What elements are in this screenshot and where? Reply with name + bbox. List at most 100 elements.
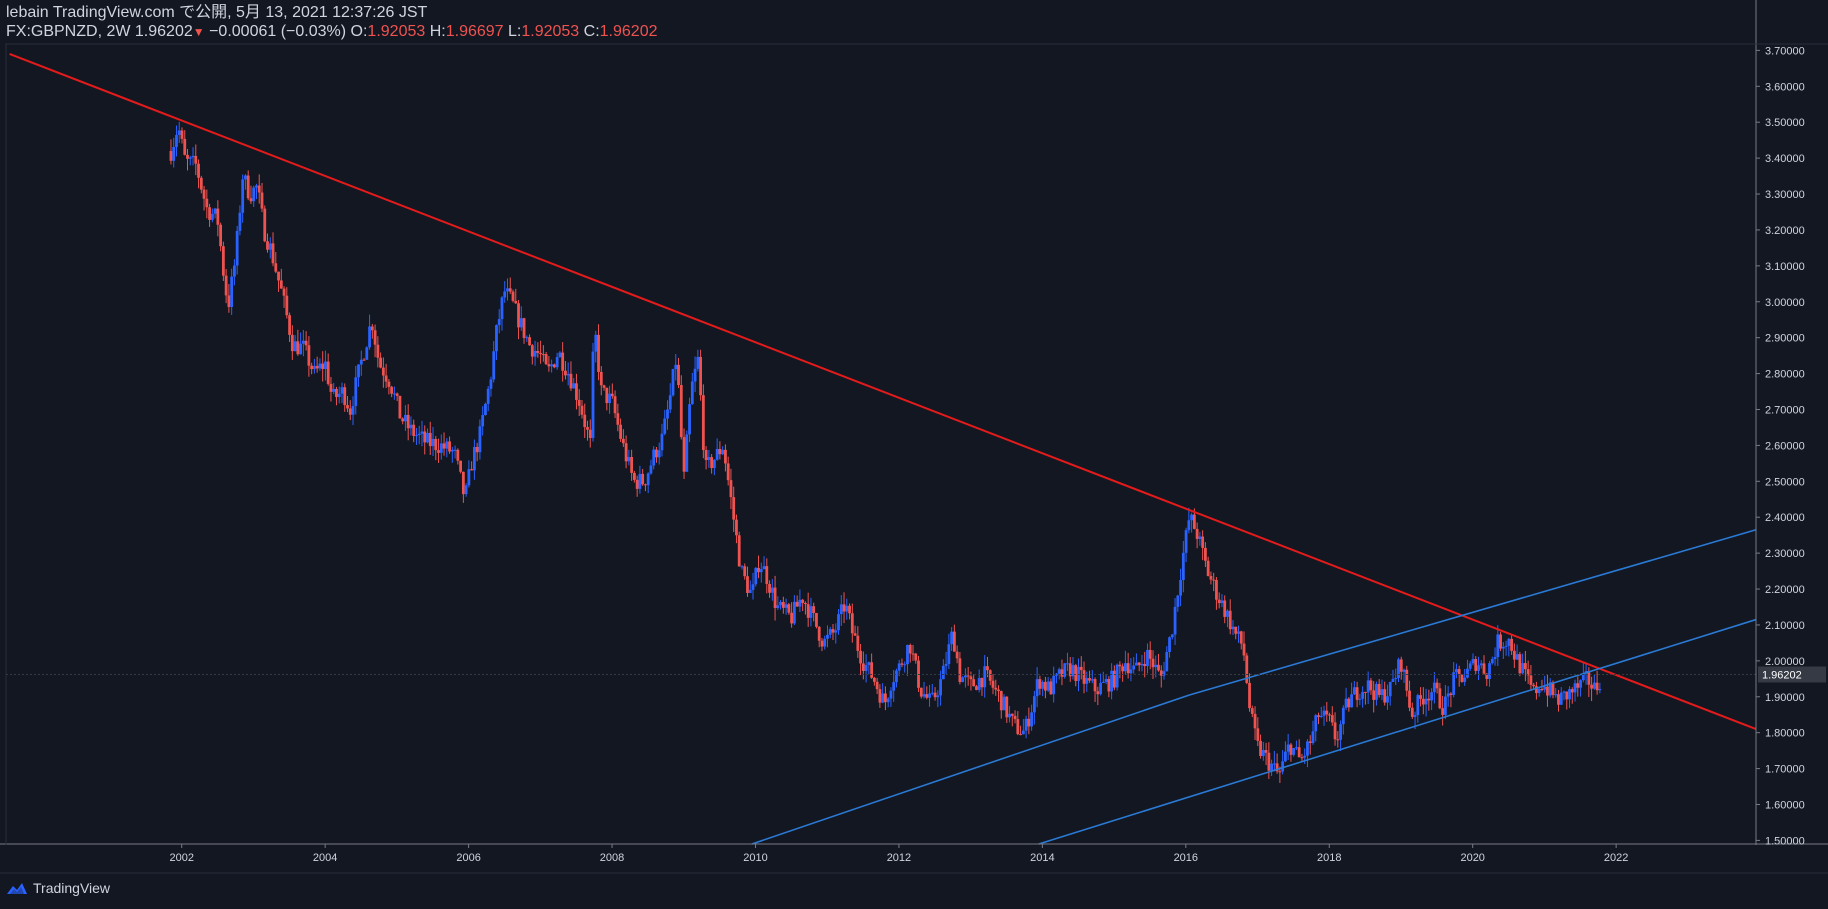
candle-body (368, 326, 371, 348)
candle-body (1548, 682, 1552, 696)
time-tick-label: 2010 (743, 852, 767, 864)
candle-body (552, 364, 556, 368)
candle-body (605, 387, 609, 404)
candle-body (1452, 672, 1456, 695)
candle-body (1217, 599, 1221, 604)
trend-lines[interactable] (9, 53, 1757, 845)
candle-body (1077, 666, 1080, 681)
time-axis[interactable]: 2002 2004 2006 2008 2010 2012 2014 2016 2018 2020… (169, 844, 1628, 864)
candle-body (1143, 663, 1147, 667)
candle-body (795, 601, 799, 607)
candle-body (357, 364, 360, 378)
channel-lower-trend-line[interactable] (1038, 618, 1757, 845)
candle-body (456, 449, 460, 461)
candle-body (944, 663, 948, 666)
price-tick-label: 3.10000 (1765, 261, 1805, 273)
candle-body (619, 424, 622, 439)
candle-body (624, 443, 628, 462)
candle-body (999, 691, 1003, 711)
candle-body (1201, 536, 1205, 548)
candle-body (638, 473, 642, 489)
candle-body (735, 519, 738, 536)
candle-body (1107, 679, 1111, 692)
candle-body (1126, 663, 1130, 674)
candle-body (608, 393, 611, 404)
candle-body (1493, 657, 1497, 660)
candle-body (525, 337, 529, 339)
candle-body (533, 351, 537, 357)
candle-body (1529, 675, 1533, 685)
ohlc-legend: FX:GBPNZD, 2W 1.96202▼ −0.00061 (−0.03%)… (6, 23, 658, 42)
candle-body (925, 694, 929, 698)
candle-body (1286, 744, 1290, 752)
candle-body (221, 246, 225, 276)
candle-body (1005, 696, 1009, 718)
candle-body (1375, 683, 1378, 700)
candle-body (1030, 712, 1034, 727)
candle-body (381, 367, 385, 376)
tradingview-logo-icon (7, 883, 27, 894)
candle-body (820, 640, 824, 647)
candle-body (1060, 669, 1064, 677)
last-price-label: 1.96202 (1758, 666, 1826, 683)
candle-body (486, 388, 490, 404)
candle-body (707, 457, 711, 461)
chart-header: lebain TradingView.com で公開, 5月 13, 2021 … (6, 4, 658, 42)
tradingview-brand[interactable]: TradingView (6, 880, 110, 896)
candle-body (467, 469, 471, 486)
price-tick-label: 2.40000 (1765, 512, 1805, 524)
candle-body (1573, 683, 1577, 693)
candle-body (497, 319, 501, 326)
candle-body (376, 344, 380, 358)
candle-body (955, 651, 959, 659)
candle-body (1192, 514, 1196, 529)
candle-body (1471, 659, 1475, 664)
candle-body (379, 357, 383, 368)
candle-body (1154, 664, 1158, 668)
candle-body (610, 393, 614, 397)
price-tick-label: 2.00000 (1765, 656, 1805, 668)
candle-body (980, 678, 984, 688)
price-tick-label: 3.60000 (1765, 81, 1805, 93)
candle-body (1443, 696, 1447, 715)
candle-body (1204, 547, 1207, 561)
candle-body (1165, 651, 1169, 672)
candle-body (919, 687, 923, 697)
channel-upper-trend-line[interactable] (1189, 529, 1757, 696)
candle-body (1198, 536, 1202, 539)
candle-body (1512, 650, 1516, 660)
candle-body (186, 154, 189, 159)
candle-body (994, 687, 998, 690)
candle-body (1479, 663, 1483, 666)
channel-lower-extended-trend-line[interactable] (751, 694, 1190, 845)
candle-body (718, 448, 722, 455)
candle-body (895, 670, 898, 683)
candle-body (481, 415, 485, 427)
candle-body (205, 198, 209, 208)
resistance-trend-line[interactable] (9, 53, 1757, 731)
candle-body (779, 601, 782, 606)
time-tick-label: 2020 (1460, 852, 1484, 864)
candle-body (230, 276, 234, 308)
candle-body (1430, 692, 1433, 701)
candle-body (897, 663, 901, 671)
price-axis[interactable]: 1.50000 1.60000 1.70000 1.80000 1.90000 2.000… (1756, 45, 1805, 847)
candle-body (373, 330, 377, 345)
candle-body (1267, 752, 1271, 771)
candle-body (285, 295, 289, 316)
symbol-info: FX:GBPNZD, 2W 1.96202 (6, 23, 193, 40)
candle-body (299, 343, 303, 355)
candle-body (1181, 552, 1185, 581)
candle-body (977, 678, 981, 690)
candle-body (180, 130, 184, 139)
down-arrow-icon: ▼ (192, 25, 205, 39)
candle-body (235, 230, 239, 266)
price-tick-label: 3.50000 (1765, 117, 1805, 129)
candle-body (318, 363, 322, 369)
candle-body (1540, 689, 1544, 691)
candle-body (1314, 715, 1318, 732)
candle-body (724, 449, 727, 464)
candle-body (1024, 718, 1028, 731)
candle-body (856, 635, 860, 651)
